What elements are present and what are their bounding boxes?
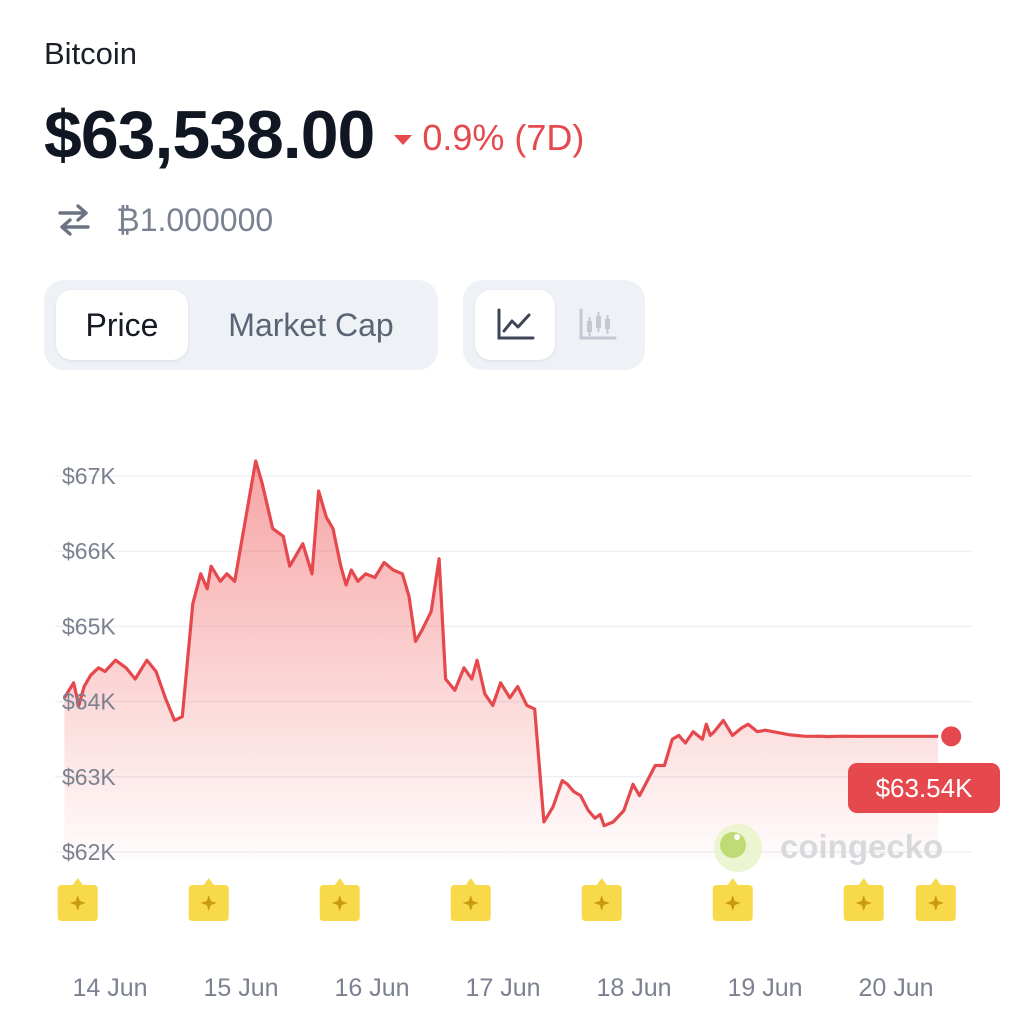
- x-tick-label: 16 Jun: [334, 974, 409, 1002]
- current-price-badge: [848, 763, 1000, 813]
- y-tick-label: $66K: [62, 538, 116, 564]
- price-chart[interactable]: $62K $63K $64K $65K $66K $67K 14 Jun 15 Jun 16 J…: [0, 420, 1024, 1020]
- event-marker-icon[interactable]: [188, 878, 229, 921]
- x-tick-label: 15 Jun: [203, 974, 278, 1002]
- current-price-badge-label: $63.54K: [876, 773, 974, 803]
- y-tick-label: $65K: [62, 613, 116, 639]
- metric-toggle: Price Market Cap: [44, 280, 438, 370]
- price-row: $63,538.00 0.9% (7D): [44, 96, 584, 174]
- event-marker-icon[interactable]: [915, 878, 956, 921]
- current-price-dot: [941, 726, 962, 747]
- price-line: [63, 459, 939, 828]
- y-tick-label: $63K: [62, 764, 116, 790]
- event-marker-icon[interactable]: [57, 878, 98, 921]
- y-tick-label: $67K: [62, 463, 116, 489]
- x-tick-label: 20 Jun: [858, 974, 933, 1002]
- chart-type-toggle: [463, 280, 645, 370]
- tab-price[interactable]: Price: [56, 290, 188, 360]
- line-chart-icon: [497, 308, 535, 340]
- swap-arrows-icon[interactable]: [54, 200, 94, 240]
- x-tick-label: 14 Jun: [72, 974, 147, 1002]
- price-area: [64, 461, 939, 858]
- btc-amount: ₿1.000000: [116, 201, 274, 238]
- candlestick-chart-button[interactable]: [561, 290, 633, 360]
- price-change-period: (7D): [514, 117, 585, 158]
- event-marker-icon[interactable]: [843, 878, 884, 921]
- x-tick-label: 17 Jun: [465, 974, 540, 1002]
- event-marker-icon[interactable]: [712, 878, 753, 921]
- y-tick-label: $64K: [62, 689, 116, 715]
- x-tick-label: 18 Jun: [596, 974, 671, 1002]
- watermark: coingecko: [714, 824, 943, 872]
- current-price: $63,538.00: [44, 97, 375, 173]
- event-marker-icon[interactable]: [319, 878, 360, 921]
- watermark-text: coingecko: [780, 828, 943, 865]
- price-change-percent: 0.9%: [422, 117, 505, 158]
- coin-name: Bitcoin: [44, 36, 138, 71]
- down-caret-icon: [394, 134, 413, 145]
- y-tick-label: $62K: [62, 839, 116, 865]
- candlestick-icon: [579, 308, 617, 340]
- event-marker-icon[interactable]: [450, 878, 491, 921]
- tab-market-cap[interactable]: Market Cap: [228, 306, 394, 343]
- x-tick-label: 19 Jun: [727, 974, 802, 1002]
- event-marker-icon[interactable]: [581, 878, 622, 921]
- line-chart-button[interactable]: [475, 290, 555, 360]
- price-change: 0.9% (7D): [394, 117, 584, 159]
- btc-conversion-row: ₿1.000000: [54, 200, 273, 240]
